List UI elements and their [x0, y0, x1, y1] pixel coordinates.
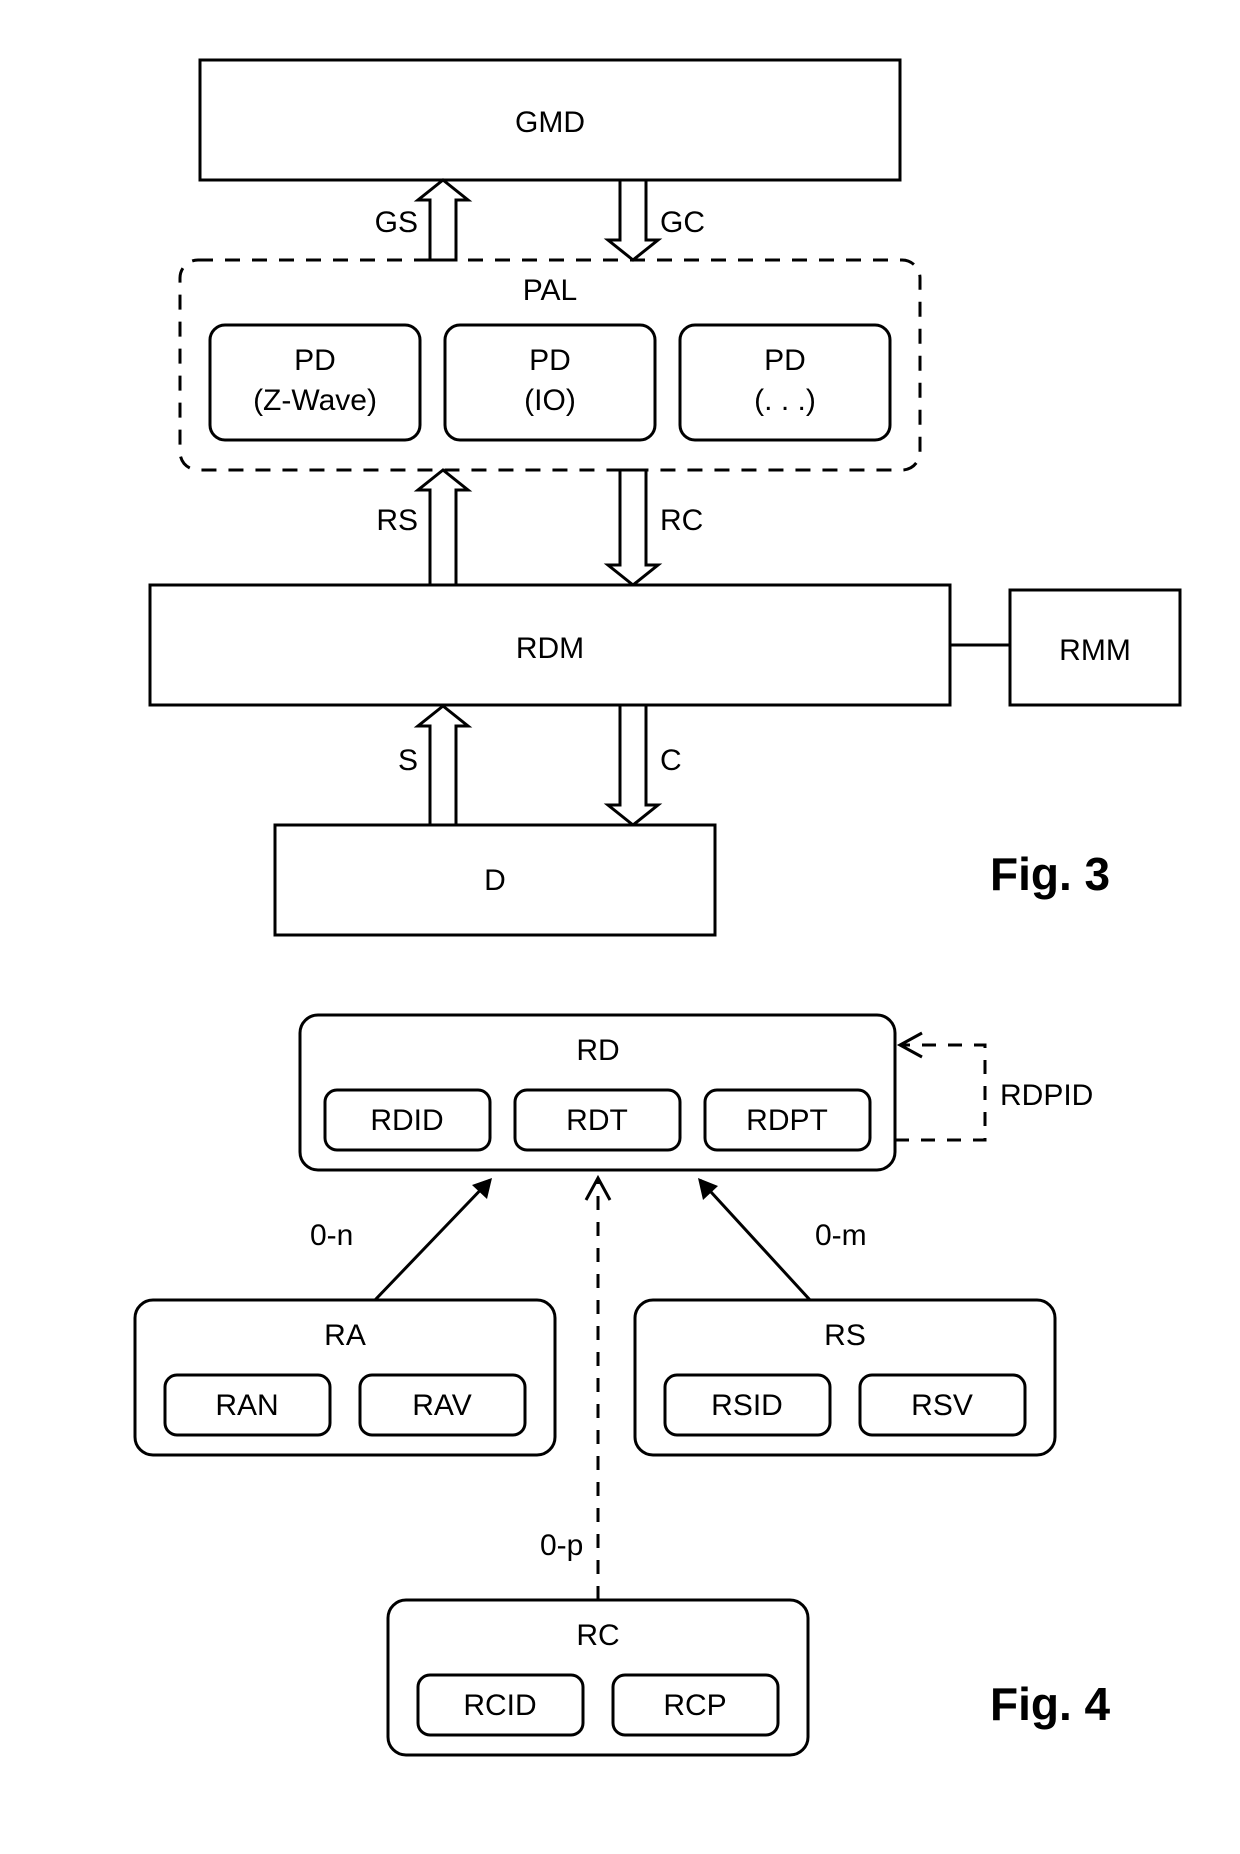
rc-arrow	[608, 470, 658, 585]
rdpid-loop	[895, 1033, 985, 1140]
pd1-label: PD	[294, 344, 336, 377]
rsid-label: RSID	[711, 1389, 783, 1422]
rs-rd-arrow	[698, 1178, 810, 1300]
rcid-label: RCID	[463, 1689, 536, 1722]
rc-arrow-label: RC	[660, 504, 703, 537]
rc-label: RC	[576, 1619, 619, 1652]
rsv-label: RSV	[911, 1389, 973, 1422]
rs-arrow	[418, 470, 468, 585]
diagram-canvas: GMD GS GC PAL PD (Z-Wave) PD (IO) PD (. …	[0, 0, 1240, 1854]
rs-label: RS	[824, 1319, 866, 1352]
rc-rd-arrow	[586, 1178, 610, 1600]
ra-label: RA	[324, 1319, 366, 1352]
pd2-box	[445, 325, 655, 440]
pd1-sub: (Z-Wave)	[253, 384, 377, 417]
pd2-sub: (IO)	[524, 384, 576, 417]
ran-label: RAN	[215, 1389, 278, 1422]
gs-arrow	[418, 180, 468, 260]
on-label: 0-n	[310, 1219, 353, 1252]
rdt-label: RDT	[566, 1104, 628, 1137]
rdpid-label: RDPID	[1000, 1079, 1093, 1112]
pd3-label: PD	[764, 344, 806, 377]
gc-arrow	[608, 180, 658, 260]
op-label: 0-p	[540, 1529, 583, 1562]
c-arrow	[608, 705, 658, 825]
pd3-box	[680, 325, 890, 440]
s-arrow	[418, 706, 468, 825]
pd2-label: PD	[529, 344, 571, 377]
rd-label: RD	[576, 1034, 619, 1067]
pd1-box	[210, 325, 420, 440]
gs-arrow-label: GS	[375, 206, 418, 239]
fig4-caption: Fig. 4	[990, 1678, 1111, 1730]
d-label: D	[484, 864, 506, 897]
om-label: 0-m	[815, 1219, 867, 1252]
rmm-label: RMM	[1059, 634, 1131, 667]
gc-arrow-label: GC	[660, 206, 705, 239]
pd3-sub: (. . .)	[754, 384, 816, 417]
s-arrow-label: S	[398, 744, 418, 777]
fig3-caption: Fig. 3	[990, 848, 1110, 900]
ra-rd-arrow	[375, 1178, 492, 1300]
c-arrow-label: C	[660, 744, 682, 777]
rdpt-label: RDPT	[746, 1104, 828, 1137]
pal-label: PAL	[523, 274, 577, 307]
rdid-label: RDID	[370, 1104, 443, 1137]
gmd-label: GMD	[515, 106, 585, 139]
rcp-label: RCP	[663, 1689, 726, 1722]
rdm-label: RDM	[516, 632, 584, 665]
rs-arrow-label: RS	[376, 504, 418, 537]
rav-label: RAV	[412, 1389, 471, 1422]
